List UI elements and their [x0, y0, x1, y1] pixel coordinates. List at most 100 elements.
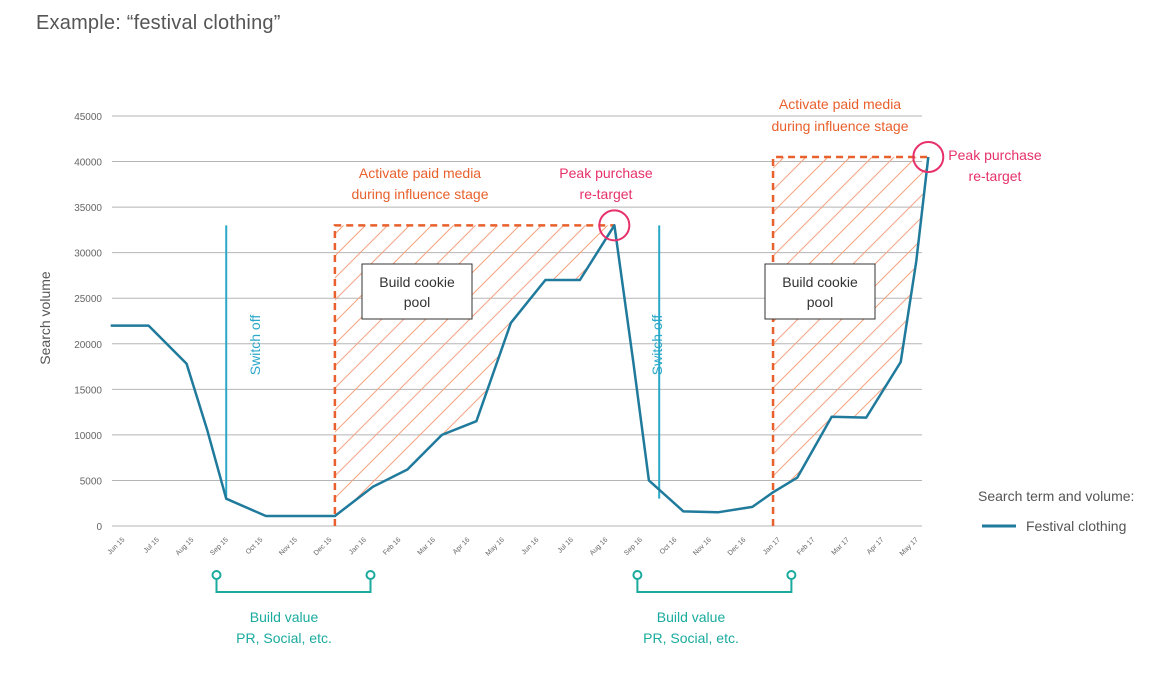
- hatch-line: [334, 225, 615, 516]
- x-tick-label: Mar 17: [831, 536, 851, 556]
- x-tick-label: Jun 15: [107, 536, 127, 556]
- legend-title: Search term and volume:: [978, 488, 1134, 504]
- x-tick-label: Apr 17: [866, 536, 886, 556]
- bracket-end-right-2: [786, 570, 797, 580]
- y-tick-label: 25000: [74, 294, 102, 305]
- switch-off-label-2: Switch off: [649, 315, 665, 376]
- build-value-1-line2: PR, Social, etc.: [236, 630, 332, 646]
- x-tick-label: Aug 16: [589, 536, 610, 557]
- hatch-line: [334, 225, 615, 516]
- hatch-line: [891, 16, 1175, 536]
- hatch-line: [671, 16, 1175, 536]
- y-axis: 0 5000 10000 15000 20000 25000 30000 35000 40000…: [74, 112, 102, 533]
- x-tick-label: Aug 15: [175, 536, 196, 557]
- hatch-line: [847, 16, 1175, 536]
- hatch-line: [1021, 16, 1175, 536]
- hatch-line: [334, 225, 615, 516]
- hatch-line: [334, 225, 422, 516]
- y-tick-label: 30000: [74, 249, 102, 260]
- bracket-end-right-1: [365, 570, 376, 580]
- x-tick-label: Dec 16: [727, 536, 748, 557]
- hatch-line: [999, 16, 1175, 536]
- influence-zone-outline-1: [333, 224, 615, 526]
- hatch-line: [825, 16, 1175, 536]
- x-tick-label: Apr 16: [452, 536, 472, 556]
- hatch-line: [1131, 16, 1175, 536]
- x-tick-label: Feb 16: [382, 536, 402, 556]
- cookie-pool-box-1-rect: [361, 263, 473, 320]
- x-tick-label: Jul 16: [557, 536, 575, 554]
- peak-circle-1: [598, 209, 631, 242]
- y-axis-title: Search volume: [37, 271, 53, 365]
- y-tick-label: 10000: [74, 431, 102, 442]
- hatch-line: [334, 225, 615, 516]
- x-tick-label: Jan 17: [762, 536, 782, 556]
- hatch-line: [773, 157, 929, 493]
- hatch-line: [649, 16, 1169, 536]
- influence-zone-hatch-1: [334, 16, 1175, 536]
- hatch-line: [933, 16, 1175, 536]
- hatch-line: [1065, 16, 1175, 536]
- hatch-line: [773, 157, 929, 493]
- x-tick-label: Sep 15: [209, 536, 230, 557]
- x-axis: Jun 15 Jul 15 Aug 15 Sep 15 Oct 15 Nov 15 Dec …: [107, 536, 920, 557]
- hatch-line: [334, 225, 615, 516]
- activate-paid-media-1-line1: Activate paid media: [359, 165, 481, 181]
- hatch-line: [977, 16, 1175, 536]
- peak-circle-2: [912, 141, 945, 173]
- hatch-line: [844, 157, 929, 493]
- build-value-bracket-2: [636, 579, 793, 593]
- influence-zone-outline-2: [771, 155, 929, 526]
- series-layer: [110, 156, 930, 518]
- hatch-line: [773, 157, 929, 493]
- cookie-pool-box-2-rect: [764, 263, 876, 320]
- build-value-1-line1: Build value: [250, 609, 319, 625]
- legend-entry-festival-clothing: Festival clothing: [1026, 518, 1126, 534]
- hatch-line: [773, 157, 794, 493]
- hatch-line: [888, 157, 929, 493]
- x-tick-label: Feb 17: [796, 536, 816, 556]
- legend: Search term and volume: Festival clothin…: [978, 488, 1134, 534]
- hatch-line: [1043, 16, 1175, 536]
- bracket-end-left-1: [211, 570, 222, 580]
- hatch-line: [627, 16, 1147, 536]
- hatch-line: [773, 157, 929, 493]
- hatch-line: [1087, 16, 1175, 536]
- y-tick-label: 15000: [74, 385, 102, 396]
- x-tick-label: May 17: [899, 536, 920, 557]
- hatch-line: [334, 225, 400, 516]
- cookie-pool-1-line2: pool: [404, 294, 430, 310]
- hatch-line: [494, 225, 615, 516]
- series-line-festival-clothing: [110, 156, 930, 518]
- y-tick-label: 5000: [80, 476, 103, 487]
- hatch-line: [334, 225, 598, 516]
- x-tick-label: Sep 16: [623, 536, 644, 557]
- peak-markers: [598, 141, 945, 242]
- influence-zones: [333, 16, 1175, 536]
- hatch-line: [955, 16, 1175, 536]
- x-tick-label: May 16: [485, 536, 506, 557]
- x-tick-label: Nov 15: [278, 536, 299, 557]
- cookie-pool-2-line2: pool: [807, 294, 833, 310]
- activate-paid-media-1-line2: during influence stage: [352, 186, 489, 202]
- hatch-line: [1109, 16, 1175, 536]
- switch-off-markers: [225, 225, 661, 499]
- activate-paid-media-2-line1: Activate paid media: [779, 96, 901, 112]
- x-tick-label: Dec 15: [313, 536, 334, 557]
- x-tick-label: Oct 15: [245, 536, 265, 556]
- hatch-line: [334, 225, 615, 516]
- x-tick-label: Mar 16: [417, 536, 437, 556]
- y-tick-label: 45000: [74, 112, 102, 123]
- y-tick-label: 40000: [74, 158, 102, 169]
- build-value-brackets: [211, 570, 797, 593]
- cookie-pool-box-2: Build cookie pool: [764, 263, 876, 320]
- hatch-line: [450, 225, 615, 516]
- build-value-bracket-1: [215, 579, 372, 593]
- hatch-line: [773, 157, 929, 493]
- hatch-line: [334, 225, 356, 516]
- x-tick-label: Jan 16: [348, 536, 368, 556]
- hatch-line: [910, 157, 929, 493]
- hatch-line: [822, 157, 929, 493]
- cookie-pool-2-line1: Build cookie: [782, 274, 858, 290]
